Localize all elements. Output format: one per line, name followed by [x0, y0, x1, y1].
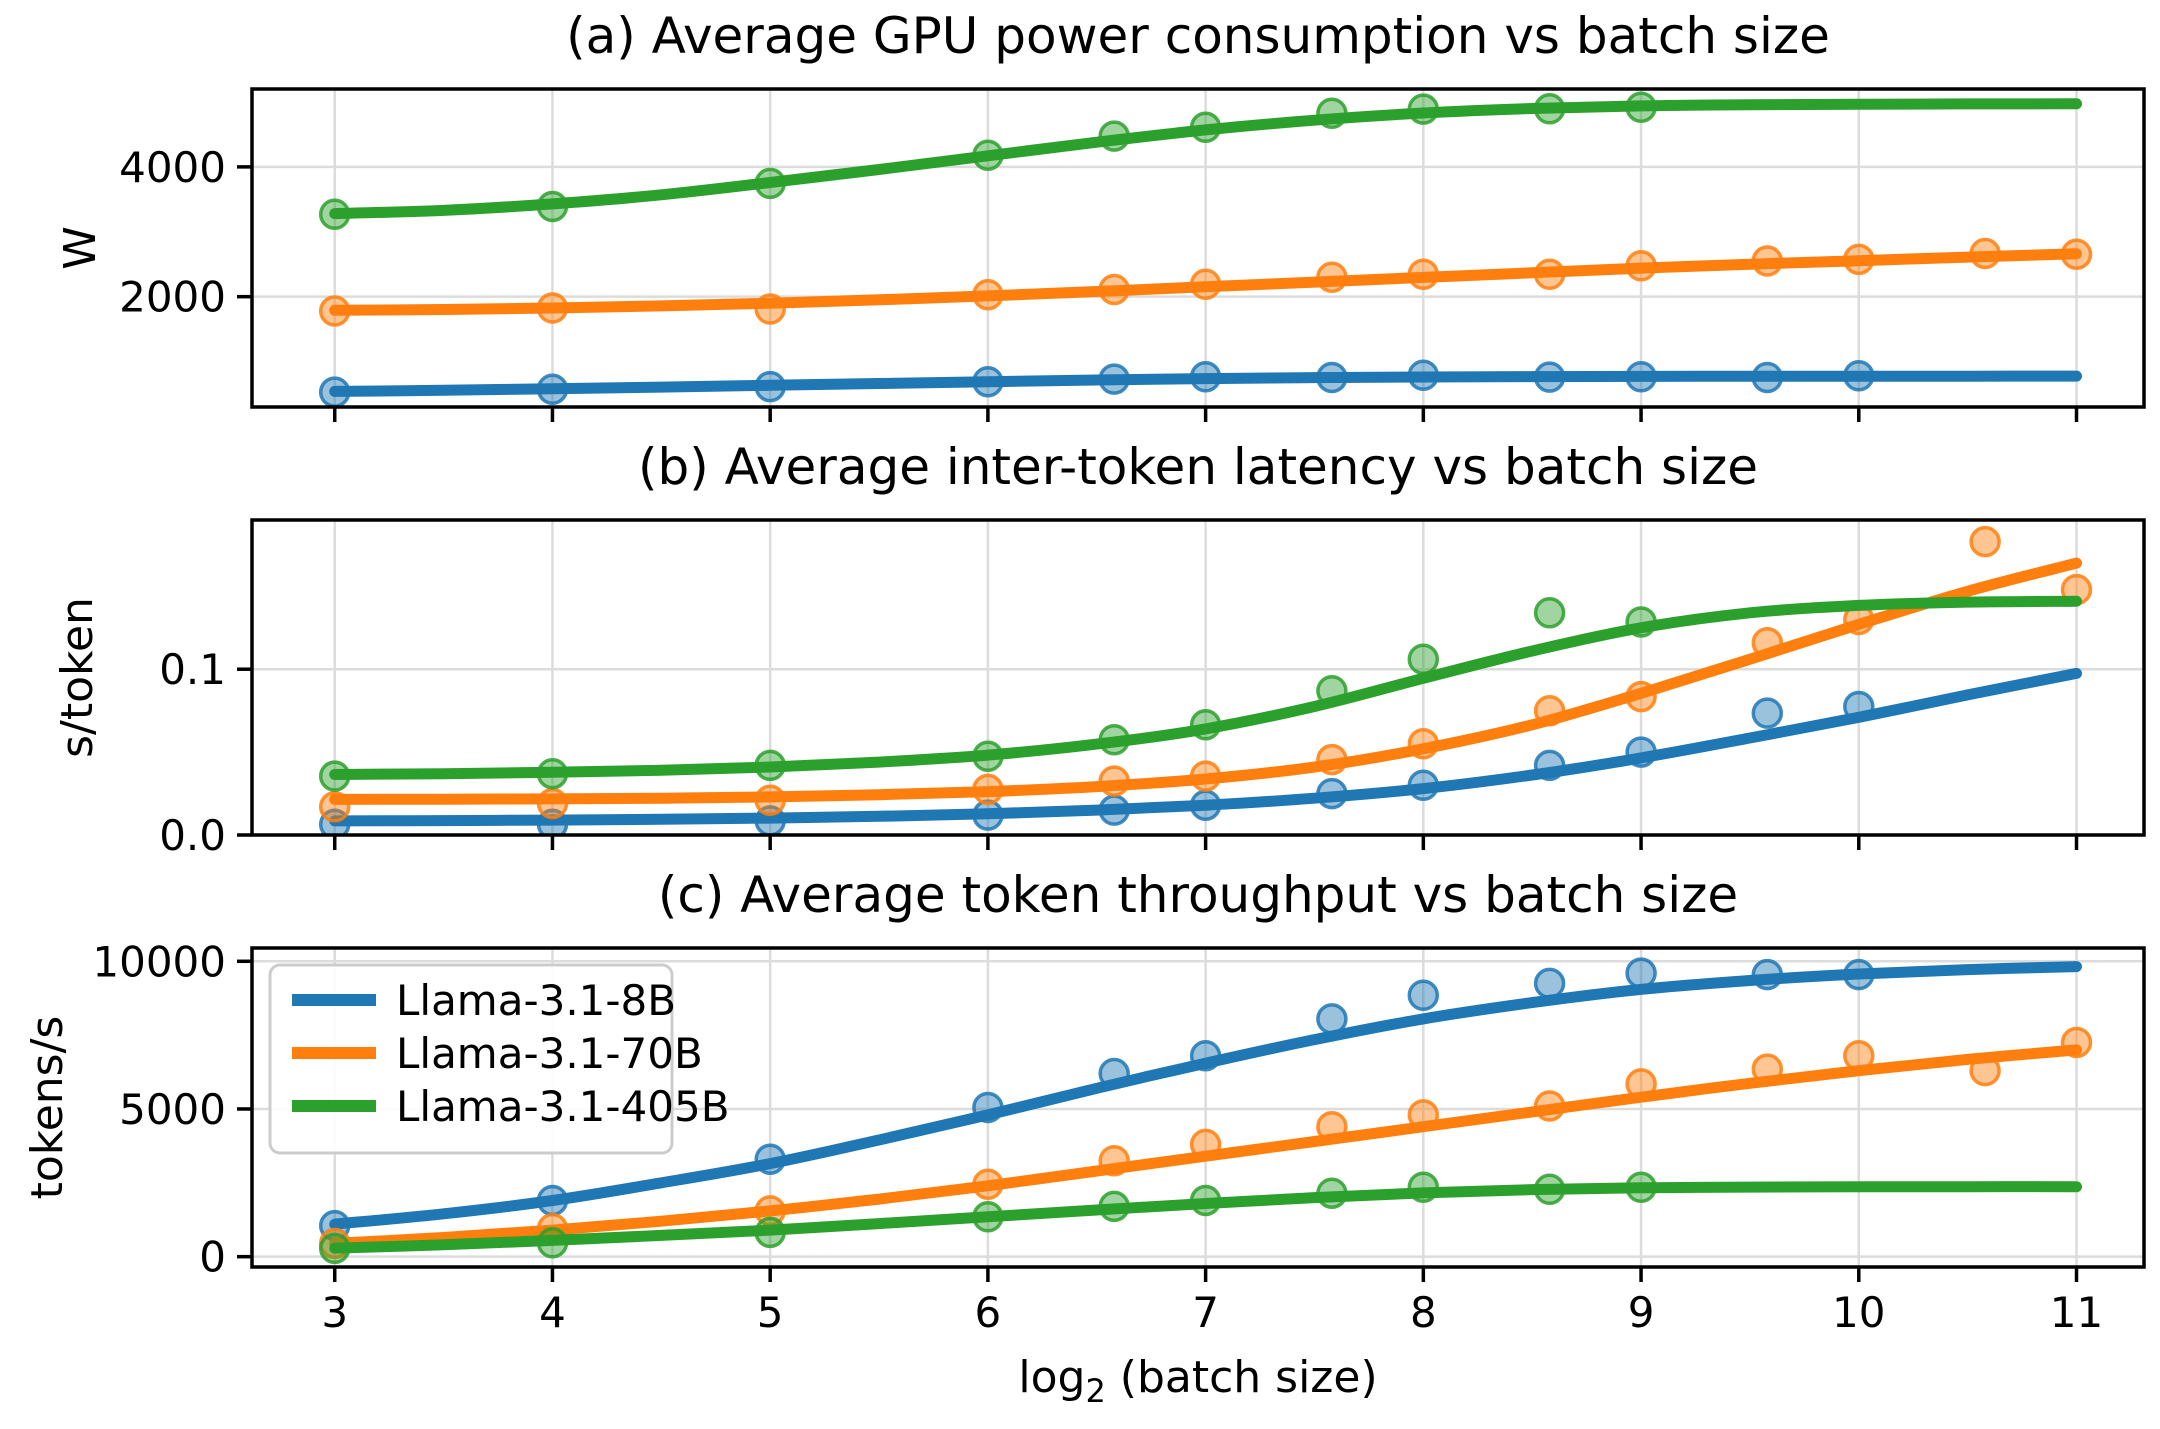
data-point	[1533, 967, 1566, 1000]
fit-line	[329, 1044, 2082, 1249]
y-axis-label: tokens/s	[22, 1016, 73, 1200]
data-point	[1751, 697, 1784, 729]
y-axis-label: W	[55, 226, 106, 270]
fit-line	[329, 248, 2082, 316]
y-tick-label: 0.0	[159, 811, 226, 860]
x-tick-label: 3	[321, 1288, 348, 1337]
subplot-title: (c) Average token throughput vs batch si…	[658, 866, 1738, 924]
series-llama-3.1-405b	[318, 91, 2082, 231]
subplot-title: (a) Average GPU power consumption vs bat…	[566, 7, 1830, 65]
series-layer	[318, 957, 2093, 1265]
axes-spines	[250, 518, 2146, 837]
series-llama-3.1-405b	[318, 1171, 2082, 1265]
x-tick-label: 5	[757, 1288, 784, 1337]
y-tick-label: 0.1	[159, 645, 226, 694]
x-axis-label: log2 (batch size)	[1018, 1352, 1377, 1410]
x-tick-label: 6	[975, 1288, 1002, 1337]
y-tick-label: 5000	[119, 1085, 226, 1134]
fit-line	[329, 667, 2082, 827]
fit-line	[329, 595, 2082, 780]
y-tick-label: 2000	[119, 273, 226, 322]
data-point	[1969, 525, 2001, 558]
series-llama-3.1-405b	[318, 595, 2082, 792]
data-point	[1533, 597, 1566, 629]
subplot-b: 0.0 0.1 (b) Average inter-token latency vs…	[52, 438, 2146, 860]
fit-line	[329, 370, 2082, 397]
series-llama-3.1-8b	[318, 359, 2082, 407]
x-tick-label: 9	[1628, 1288, 1655, 1337]
fit-line	[329, 961, 2082, 1230]
subplot-title: (b) Average inter-token latency vs batch…	[638, 438, 1758, 496]
data-point	[1625, 957, 1657, 989]
y-axis-label: s/token	[52, 597, 103, 758]
axes-spines	[250, 87, 2146, 409]
subplot-a: 2000 4000 (a) Average GPU power consumptio…	[55, 7, 2146, 422]
series-layer	[318, 91, 2093, 407]
fit-line	[329, 98, 2082, 220]
y-tick-label: 0	[199, 1233, 226, 1282]
x-tick-label: 11	[2050, 1288, 2103, 1337]
x-axis-label-base: log	[1018, 1352, 1085, 1403]
series-llama-3.1-70b	[318, 1026, 2093, 1260]
x-tick-label: 10	[1832, 1288, 1885, 1337]
fit-line	[329, 1181, 2082, 1254]
y-tick-label: 10000	[92, 937, 226, 986]
fit-line	[329, 557, 2082, 805]
series-layer	[318, 525, 2093, 835]
y-tick-label: 4000	[119, 143, 226, 192]
x-tick-label: 8	[1410, 1288, 1437, 1337]
x-axis-label-sub: 2	[1085, 1372, 1105, 1410]
series-llama-3.1-8b	[318, 957, 2082, 1242]
series-llama-3.1-70b	[318, 525, 2093, 823]
x-tick-label: 7	[1192, 1288, 1219, 1337]
legend-label: Llama-3.1-70B	[396, 1029, 703, 1078]
data-point	[1407, 979, 1440, 1012]
x-axis-label-rest: (batch size)	[1106, 1352, 1378, 1403]
legend-label: Llama-3.1-8B	[396, 976, 676, 1025]
series-llama-3.1-70b	[318, 237, 2093, 327]
subplot-c: 3 4 5 6 7 8 9 10 11 0 5000 10000 (c) Average token t…	[22, 866, 2146, 1337]
legend-label: Llama-3.1-405B	[396, 1082, 730, 1131]
x-tick-label: 4	[539, 1288, 566, 1337]
series-llama-3.1-8b	[318, 667, 2082, 835]
data-point	[1407, 643, 1440, 676]
